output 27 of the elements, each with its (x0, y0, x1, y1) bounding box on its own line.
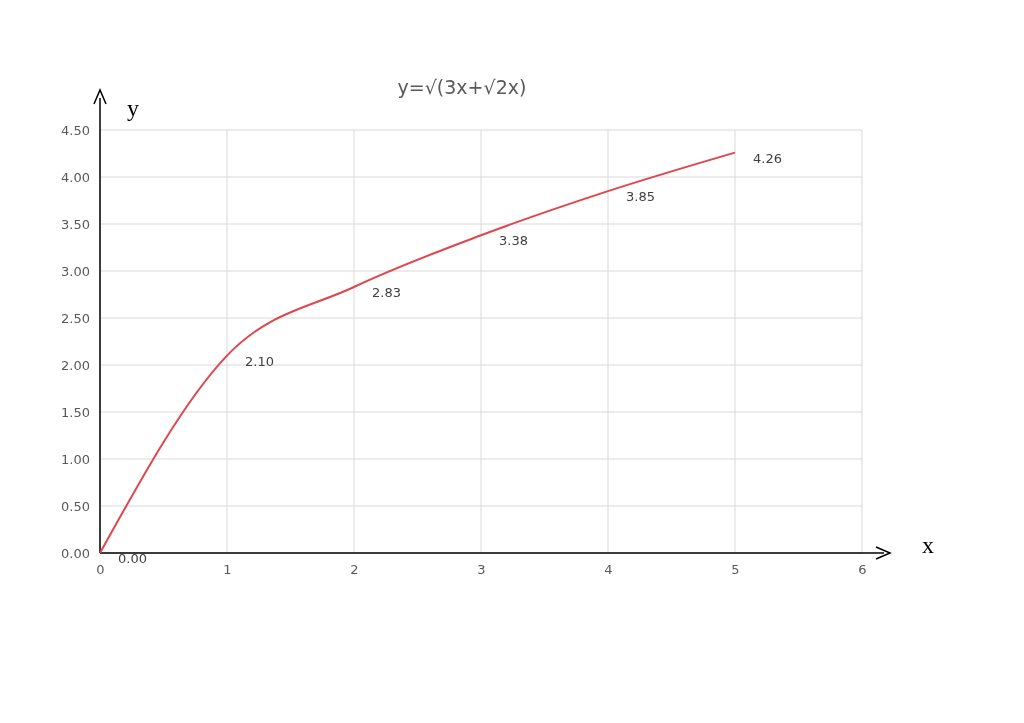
data-label: 0.00 (118, 551, 147, 566)
x-axis-title: x (922, 532, 934, 558)
y-tick-label: 1.00 (61, 451, 90, 467)
chart-title: y=√(3x+√2x) (397, 76, 527, 98)
x-tick-label: 5 (731, 562, 740, 578)
x-tick-label: 3 (477, 562, 486, 578)
y-tick-label: 3.50 (61, 216, 90, 232)
x-tick-label: 2 (350, 562, 359, 578)
y-axis-title: y (127, 95, 139, 121)
data-label: 3.38 (499, 233, 528, 249)
y-tick-label: 1.50 (61, 404, 90, 420)
data-label: 2.83 (372, 284, 401, 300)
line-series (99, 151, 736, 554)
y-tick-label: 0.50 (61, 498, 90, 514)
x-tick-label: 6 (858, 562, 867, 578)
data-label: 3.85 (626, 189, 655, 205)
x-tick-label: 4 (604, 562, 613, 578)
x-tick-label: 0 (96, 562, 105, 578)
y-tick-label: 4.00 (61, 169, 90, 185)
data-label: 4.26 (753, 150, 782, 166)
y-tick-label: 4.50 (61, 122, 90, 138)
x-tick-label: 1 (223, 562, 232, 578)
y-tick-label: 2.50 (61, 310, 90, 326)
y-tick-label: 3.00 (61, 263, 90, 279)
y-tick-label: 2.00 (61, 357, 90, 373)
data-label: 2.10 (245, 353, 274, 369)
y-tick-label: 0.00 (61, 545, 90, 561)
